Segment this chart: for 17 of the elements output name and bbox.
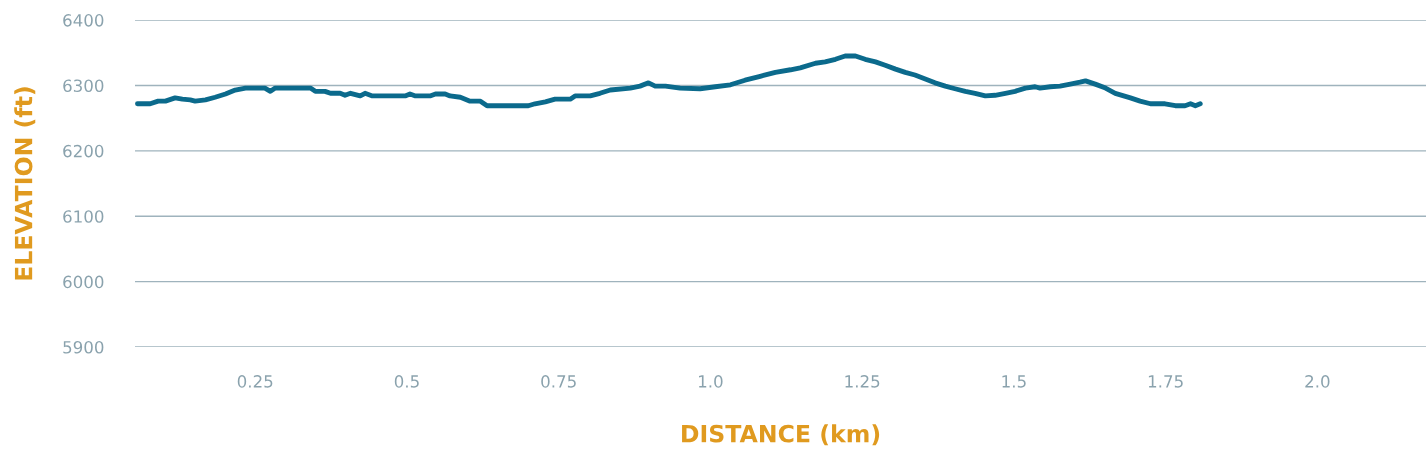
y-tick-label: 6300: [63, 79, 104, 93]
line-series: [135, 53, 1203, 109]
y-axis-title: ELEVATION (ft): [14, 87, 36, 280]
y-tick-label: 6200: [63, 144, 104, 158]
x-tick-label: 0.75: [541, 375, 576, 388]
x-axis-title: DISTANCE (km): [682, 424, 880, 446]
x-tick-label: 0.25: [237, 375, 273, 388]
x-tick-label: 1.5: [1002, 375, 1026, 388]
x-tick-label: 0.5: [394, 375, 419, 388]
y-tick-label: 5900: [63, 340, 104, 354]
x-tick-label: 1.25: [845, 375, 880, 388]
y-tick-label: 6000: [63, 275, 104, 289]
x-tick-label: 1.0: [699, 375, 723, 388]
x-tick-label: 1.75: [1148, 375, 1183, 388]
y-tick-label: 6100: [63, 210, 104, 223]
x-tick-label: 2.0: [1305, 375, 1330, 388]
y-tick-label: 6400: [63, 14, 104, 27]
